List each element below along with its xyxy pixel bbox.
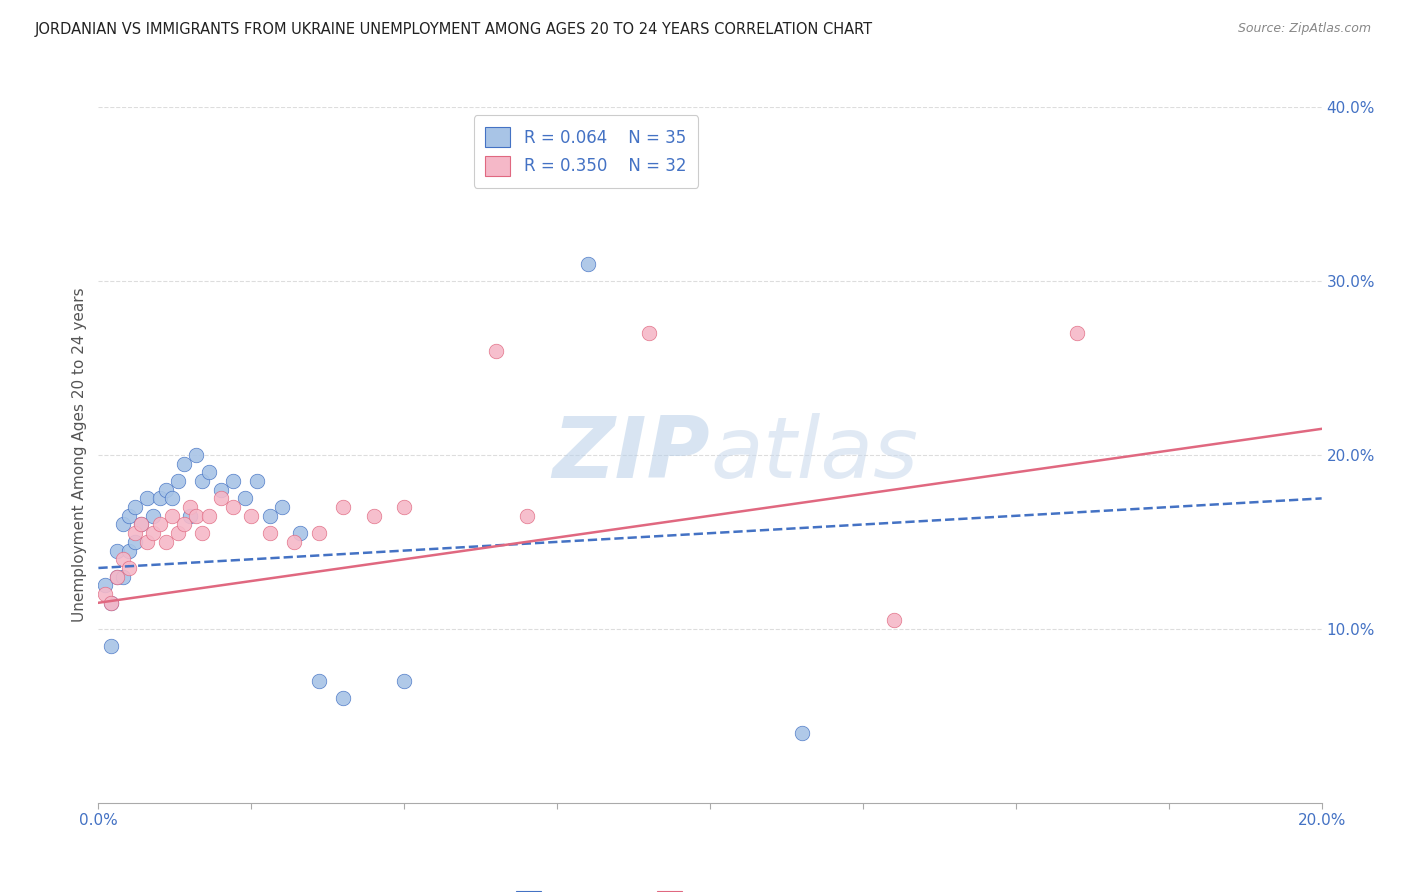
- Point: [93, 587, 115, 601]
- Point: [155, 534, 177, 549]
- Legend: Jordanians, Immigrants from Ukraine: Jordanians, Immigrants from Ukraine: [506, 880, 914, 892]
- Point: [308, 526, 330, 541]
- Point: [240, 508, 263, 523]
- Point: [332, 691, 354, 706]
- Point: [259, 526, 281, 541]
- Point: [186, 448, 208, 462]
- Point: [1066, 326, 1088, 340]
- Point: [129, 517, 152, 532]
- Point: [142, 526, 165, 541]
- Point: [124, 526, 146, 541]
- Point: [790, 726, 813, 740]
- Point: [149, 517, 172, 532]
- Point: [308, 674, 330, 689]
- Point: [186, 508, 208, 523]
- Point: [93, 578, 115, 592]
- Text: JORDANIAN VS IMMIGRANTS FROM UKRAINE UNEMPLOYMENT AMONG AGES 20 TO 24 YEARS CORR: JORDANIAN VS IMMIGRANTS FROM UKRAINE UNE…: [35, 22, 873, 37]
- Text: atlas: atlas: [710, 413, 918, 497]
- Point: [160, 491, 183, 506]
- Point: [259, 508, 281, 523]
- Point: [105, 570, 128, 584]
- Point: [105, 543, 128, 558]
- Point: [173, 457, 195, 471]
- Point: [136, 534, 159, 549]
- Point: [363, 508, 385, 523]
- Point: [516, 508, 538, 523]
- Point: [149, 491, 172, 506]
- Point: [100, 596, 122, 610]
- Point: [173, 517, 195, 532]
- Point: [129, 517, 152, 532]
- Point: [167, 526, 190, 541]
- Point: [233, 491, 256, 506]
- Point: [209, 491, 232, 506]
- Point: [167, 474, 190, 488]
- Point: [124, 534, 146, 549]
- Point: [136, 491, 159, 506]
- Point: [270, 500, 292, 514]
- Point: [332, 500, 354, 514]
- Point: [392, 500, 416, 514]
- Point: [124, 500, 146, 514]
- Y-axis label: Unemployment Among Ages 20 to 24 years: Unemployment Among Ages 20 to 24 years: [72, 287, 87, 623]
- Point: [100, 596, 122, 610]
- Text: ZIP: ZIP: [553, 413, 710, 497]
- Point: [485, 343, 508, 358]
- Point: [197, 466, 219, 480]
- Point: [222, 500, 245, 514]
- Point: [290, 526, 312, 541]
- Point: [222, 474, 245, 488]
- Point: [118, 543, 141, 558]
- Point: [118, 508, 141, 523]
- Point: [179, 500, 201, 514]
- Point: [191, 526, 214, 541]
- Point: [160, 508, 183, 523]
- Point: [118, 561, 141, 575]
- Point: [111, 570, 134, 584]
- Point: [111, 517, 134, 532]
- Point: [392, 674, 416, 689]
- Point: [576, 256, 599, 270]
- Point: [111, 552, 134, 566]
- Text: Source: ZipAtlas.com: Source: ZipAtlas.com: [1237, 22, 1371, 36]
- Point: [197, 508, 219, 523]
- Point: [283, 534, 305, 549]
- Point: [883, 613, 905, 627]
- Point: [100, 639, 122, 653]
- Point: [142, 508, 165, 523]
- Point: [155, 483, 177, 497]
- Point: [209, 483, 232, 497]
- Point: [637, 326, 661, 340]
- Point: [246, 474, 269, 488]
- Point: [105, 570, 128, 584]
- Point: [179, 508, 201, 523]
- Point: [191, 474, 214, 488]
